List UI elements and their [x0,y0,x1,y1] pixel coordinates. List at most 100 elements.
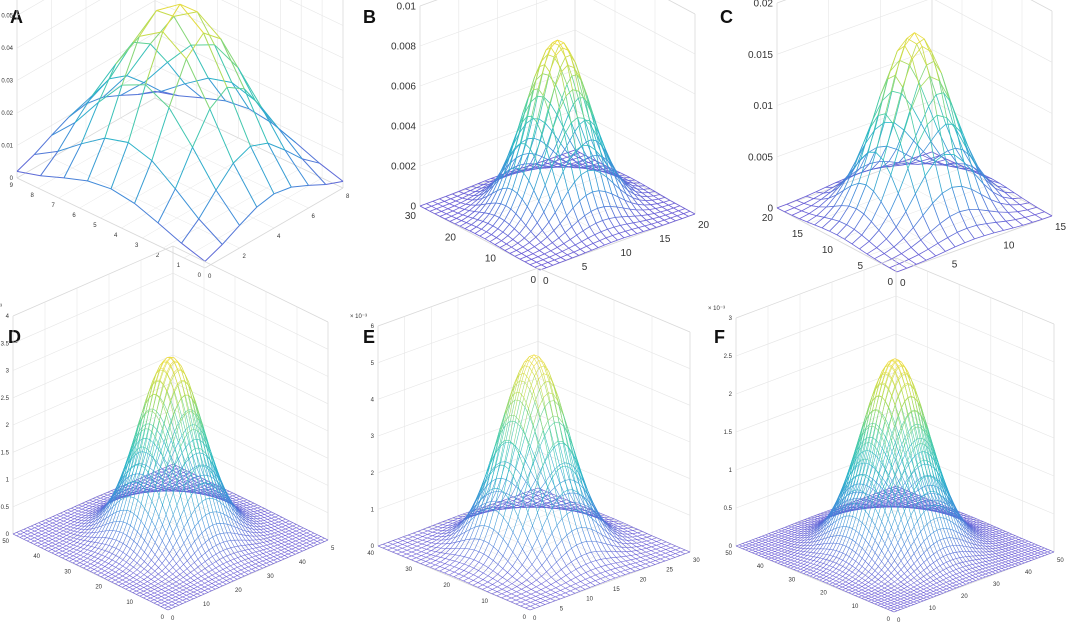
mesh-line [280,553,285,556]
mesh-line [138,10,157,37]
mesh-line [508,147,516,171]
mesh-line [531,88,539,117]
wall-gridline [154,32,344,124]
mesh-line [155,368,160,381]
mesh-line [23,528,28,532]
mesh-line [270,547,275,550]
mesh-line [62,550,67,553]
mesh-line [639,182,646,187]
mesh-line [238,515,243,522]
mesh-line [250,501,255,504]
mesh-line [889,60,900,72]
mesh-line [786,203,795,209]
mesh-line [915,193,924,216]
mesh-line [274,532,279,536]
mesh-line [477,212,485,220]
mesh-line [191,468,196,474]
mesh-line [931,51,942,74]
mesh-line [212,474,218,481]
floor-gridline [183,177,323,259]
mesh-line [838,205,850,222]
mesh-line [63,522,68,525]
mesh-line [878,230,887,240]
mesh-line [298,547,303,550]
mesh-line [878,214,889,231]
mesh-line [555,67,561,85]
mesh-line [912,227,922,241]
mesh-line [100,497,104,500]
mesh-line [585,100,591,126]
mesh-line [196,475,200,478]
mesh-line [515,199,523,214]
mesh-line [263,525,268,527]
mesh-line [189,480,194,487]
mesh-line [578,91,586,101]
z-tick-label: 0.03 [1,79,13,85]
mesh-line [288,542,293,545]
wall-gridline [172,327,329,405]
mesh-line [935,94,947,125]
mesh-line [641,215,647,221]
mesh-line [137,90,162,95]
mesh-line [575,145,583,151]
mesh-line [288,538,293,541]
mesh-line [149,425,154,440]
mesh-line [865,184,874,192]
mesh-line [587,234,595,239]
mesh-line [253,505,258,509]
mesh-line [485,193,493,205]
mesh-line [689,210,696,215]
mesh-line [245,526,250,529]
mesh-line [166,401,171,415]
mesh-line [96,500,101,503]
mesh-line [278,515,283,518]
mesh-line [836,224,847,236]
mesh-line [48,534,53,537]
mesh-line [466,222,472,226]
mesh-line [155,365,161,374]
mesh-line [250,506,254,510]
mesh-line [153,470,158,475]
mesh-line [165,481,169,484]
mesh-line [580,170,588,176]
mesh-line [465,185,472,190]
mesh-line [107,494,112,497]
mesh-line [299,525,304,529]
mesh-line [52,530,57,534]
mesh-line [41,522,46,525]
mesh-line [531,214,538,224]
mesh-line [259,549,264,552]
mesh-line [662,222,670,226]
mesh-line [533,170,541,191]
mesh-line [16,535,21,538]
mesh-line [27,537,31,540]
mesh-line [635,191,643,194]
panel-label-c: C [720,7,733,27]
mesh-line [870,95,881,128]
mesh-line [234,526,239,535]
mesh-line [76,545,81,548]
mesh-line [160,484,165,488]
mesh-line [476,221,484,228]
mesh-line [155,471,160,487]
mesh-line [292,538,296,542]
mesh-line [239,206,258,226]
mesh-line [188,395,193,399]
mesh-line [173,383,178,392]
mesh-line [281,525,286,528]
mesh-line [310,531,315,534]
mesh-line [49,519,54,522]
mesh-line [1002,196,1013,200]
mesh-line [23,535,28,538]
mesh-line [500,187,508,204]
mesh-line [573,248,581,253]
mesh-line [150,485,155,488]
mesh-line [465,199,473,205]
mesh-line [71,507,75,510]
mesh-line [173,467,178,483]
mesh-line [155,397,160,415]
mesh-line [676,215,683,219]
mesh-line [678,210,684,214]
mesh-line [270,549,274,552]
